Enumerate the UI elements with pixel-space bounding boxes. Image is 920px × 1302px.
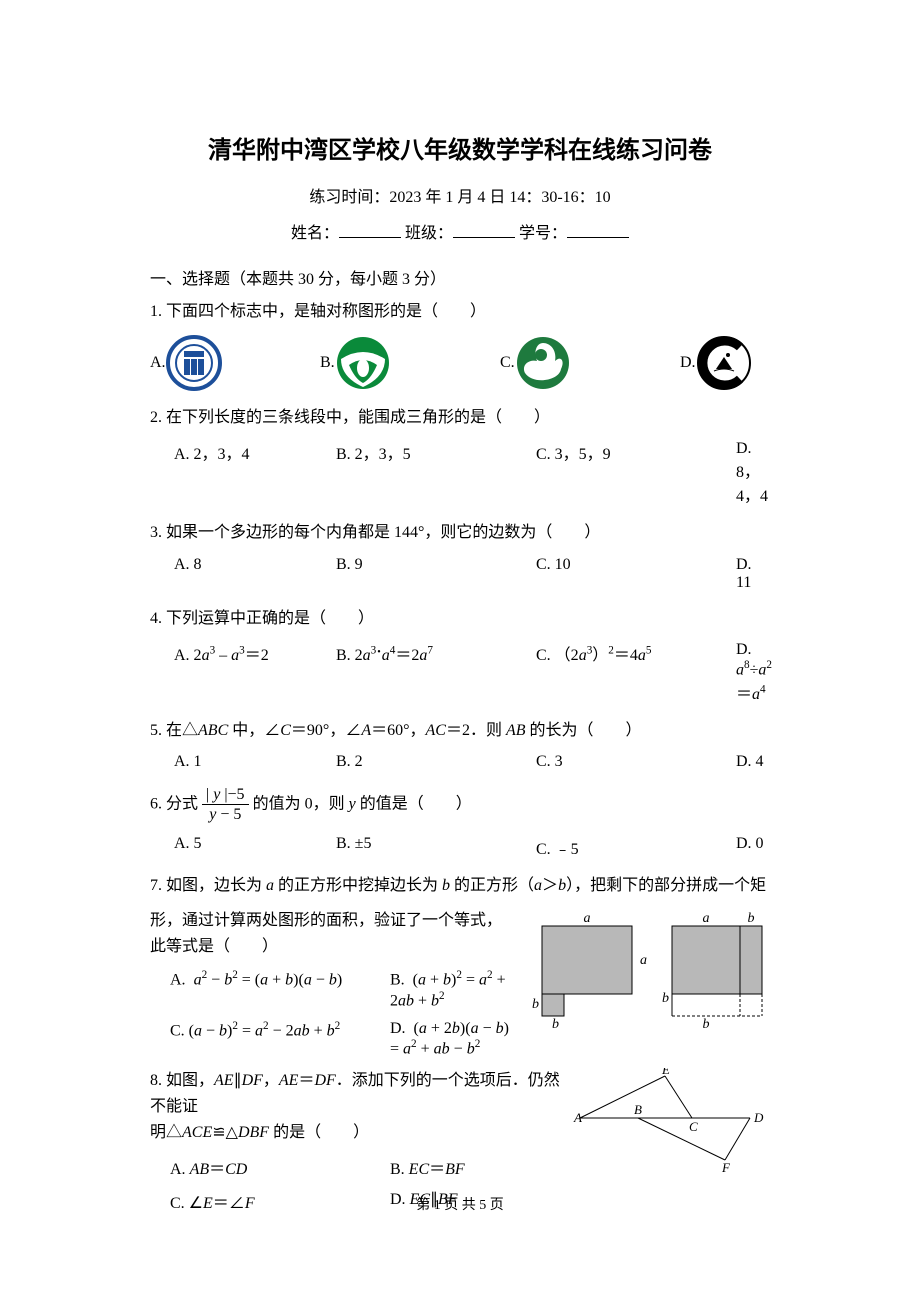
q2-stem: 2. 在下列长度的三条线段中，能围成三角形的是（ ） xyxy=(150,405,770,431)
q3-opt-c[interactable]: C. 10 xyxy=(536,556,736,592)
q4-opt-c[interactable]: C. （2a3）2＝4a5 xyxy=(536,641,736,703)
section-1-header: 一、选择题（本题共 30 分，每小题 3 分） xyxy=(150,265,770,289)
page-footer: 第 1 页 共 5 页 xyxy=(0,1194,920,1214)
q7-opt-d[interactable]: D. (a + 2b)(a − b) = a2 + ab − b2 xyxy=(390,1020,514,1058)
q6-post: 的值为 0，则 y 的值是（ ） xyxy=(253,796,472,813)
svg-text:b: b xyxy=(748,911,755,926)
q3-opt-b[interactable]: B. 9 xyxy=(336,556,536,592)
svg-text:B: B xyxy=(634,1102,642,1117)
q5-opt-d[interactable]: D. 4 xyxy=(736,753,770,771)
q7-figure: a a b b a b b b xyxy=(514,908,770,1068)
name-label: 姓名： xyxy=(291,225,339,242)
q6-stem: 6. 分式 | y |−5 y − 5 的值为 0，则 y 的值是（ ） xyxy=(150,785,770,824)
logo-a-icon xyxy=(166,335,222,391)
q1-c-label: C. xyxy=(500,354,515,372)
q3-stem: 3. 如果一个多边形的每个内角都是 144°，则它的边数为（ ） xyxy=(150,520,770,546)
q3-opt-a[interactable]: A. 8 xyxy=(174,556,336,592)
q5-opt-b[interactable]: B. 2 xyxy=(336,753,536,771)
q2-opt-b[interactable]: B. 2，3，5 xyxy=(336,440,536,506)
q6-frac-den: y − 5 xyxy=(202,805,249,824)
q6-opt-b[interactable]: B. ±5 xyxy=(336,835,536,859)
q4-opt-d[interactable]: D. a8÷a2＝a4 xyxy=(736,641,772,703)
q5-options: A. 1 B. 2 C. 3 D. 4 xyxy=(150,753,770,771)
q4-options: A. 2a3 – a3＝2 B. 2a3•a4＝2a7 C. （2a3）2＝4a… xyxy=(150,641,770,703)
name-blank[interactable] xyxy=(339,222,401,238)
logo-c-icon xyxy=(515,335,571,391)
svg-text:A: A xyxy=(573,1110,582,1125)
q8-stem: 8. 如图，AE∥DF，AE＝DF．添加下列的一个选项后．仍然不能证明△ACE≌… xyxy=(150,1068,564,1145)
svg-text:b: b xyxy=(662,991,669,1006)
q1-opt-d[interactable]: D. xyxy=(680,335,770,391)
q6-frac-num: | y |−5 xyxy=(202,785,249,805)
q2-options: A. 2，3，4 B. 2，3，5 C. 3，5，9 D. 8，4，4 xyxy=(150,440,770,506)
q5-stem: 5. 在△ABC 中，∠C＝90°，∠A＝60°，AC＝2．则 AB 的长为（ … xyxy=(150,718,770,744)
q1-options: A. B. C. D. xyxy=(150,335,770,391)
svg-text:D: D xyxy=(753,1110,764,1125)
q7-opt-b[interactable]: B. (a + b)2 = a2 + 2ab + b2 xyxy=(390,969,514,1010)
class-blank[interactable] xyxy=(453,222,515,238)
q4-opt-b[interactable]: B. 2a3•a4＝2a7 xyxy=(336,641,536,703)
student-info-line: 姓名： 班级： 学号： xyxy=(150,219,770,243)
q7-opt-c[interactable]: C. (a − b)2 = a2 − 2ab + b2 xyxy=(170,1020,390,1058)
q7-opt-a[interactable]: A. a2 − b2 = (a + b)(a − b) xyxy=(170,969,390,1010)
q1-d-label: D. xyxy=(680,354,696,372)
id-label: 学号： xyxy=(519,225,567,242)
q4-opt-a[interactable]: A. 2a3 – a3＝2 xyxy=(174,641,336,703)
id-blank[interactable] xyxy=(567,222,629,238)
q7-stem: 7. 如图，边长为 a 的正方形中挖掉边长为 b 的正方形（a＞b），把剩下的部… xyxy=(150,873,770,899)
q8-opt-a[interactable]: A. AB＝CD xyxy=(170,1155,390,1179)
practice-time: 练习时间：2023 年 1 月 4 日 14：30-16：10 xyxy=(150,183,770,207)
svg-text:C: C xyxy=(689,1119,698,1134)
svg-text:E: E xyxy=(661,1068,670,1077)
logo-d-icon xyxy=(696,335,752,391)
svg-text:b: b xyxy=(703,1017,710,1028)
q6-fraction: | y |−5 y − 5 xyxy=(202,785,249,824)
svg-text:a: a xyxy=(703,911,710,926)
q1-opt-b[interactable]: B. xyxy=(320,335,500,391)
q1-stem: 1. 下面四个标志中，是轴对称图形的是（ ） xyxy=(150,299,770,325)
q7-options: A. a2 − b2 = (a + b)(a − b) B. (a + b)2 … xyxy=(150,969,514,1058)
q1-opt-a[interactable]: A. xyxy=(150,335,320,391)
q1-a-label: A. xyxy=(150,354,166,372)
q6-opt-c[interactable]: C. ﹣5 xyxy=(536,835,736,859)
svg-text:b: b xyxy=(552,1017,559,1028)
q2-opt-d[interactable]: D. 8，4，4 xyxy=(736,440,770,506)
q6-opt-d[interactable]: D. 0 xyxy=(736,835,770,859)
q7-stem-2: 形，通过计算两处图形的面积，验证了一个等式，此等式是（ ） xyxy=(150,908,514,959)
q5-opt-c[interactable]: C. 3 xyxy=(536,753,736,771)
svg-text:a: a xyxy=(584,911,591,926)
q3-opt-d[interactable]: D. 11 xyxy=(736,556,770,592)
logo-b-icon xyxy=(335,335,391,391)
q2-opt-a[interactable]: A. 2，3，4 xyxy=(174,440,336,506)
svg-text:F: F xyxy=(721,1160,731,1175)
q5-opt-a[interactable]: A. 1 xyxy=(174,753,336,771)
q1-b-label: B. xyxy=(320,354,335,372)
q4-stem: 4. 下列运算中正确的是（ ） xyxy=(150,606,770,632)
q8-opt-b[interactable]: B. EC＝BF xyxy=(390,1155,564,1179)
q1-opt-c[interactable]: C. xyxy=(500,335,680,391)
q6-opt-a[interactable]: A. 5 xyxy=(174,835,336,859)
q3-options: A. 8 B. 9 C. 10 D. 11 xyxy=(150,556,770,592)
q2-opt-c[interactable]: C. 3，5，9 xyxy=(536,440,736,506)
q6-pre: 6. 分式 xyxy=(150,796,198,813)
q6-options: A. 5 B. ±5 C. ﹣5 D. 0 xyxy=(150,835,770,859)
page-title: 清华附中湾区学校八年级数学学科在线练习问卷 xyxy=(150,130,770,165)
class-label: 班级： xyxy=(405,225,453,242)
svg-text:b: b xyxy=(532,997,539,1012)
svg-text:a: a xyxy=(640,953,647,968)
